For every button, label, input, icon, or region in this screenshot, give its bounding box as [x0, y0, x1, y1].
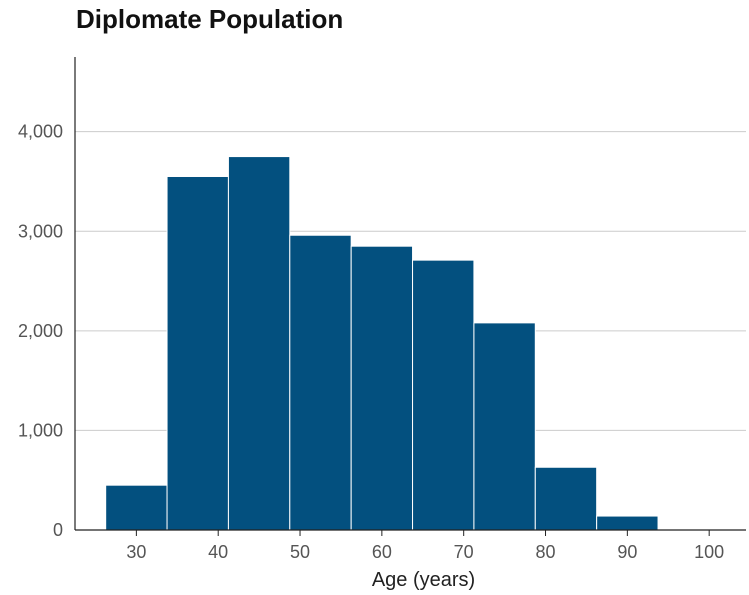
y-tick-label-2: 2,000: [18, 321, 63, 341]
x-tick-label-1: 40: [208, 542, 228, 562]
axes: [74, 57, 746, 536]
x-tick-label-5: 80: [536, 542, 556, 562]
histogram-bar-6: [473, 322, 536, 531]
y-tick-label-0: 0: [53, 520, 63, 540]
x-tick-label-0: 30: [126, 542, 146, 562]
x-tick-label-3: 60: [372, 542, 392, 562]
y-tick-label-3: 3,000: [18, 221, 63, 241]
x-axis-label: Age (years): [372, 569, 475, 591]
histogram-bar-1: [166, 175, 229, 531]
y-tick-label-4: 4,000: [18, 122, 63, 142]
y-tick-label-1: 1,000: [18, 420, 63, 440]
histogram-bar-5: [412, 259, 475, 531]
tick-labels: 0 1,000 2,000 3,000 4,000 30 40 50 60 70 80 90 100: [18, 122, 724, 562]
histogram-bar-4: [350, 245, 414, 531]
histogram-bar-2: [227, 156, 291, 531]
x-tick-label-7: 100: [694, 542, 724, 562]
x-tick-label-2: 50: [290, 542, 310, 562]
x-tick-label-6: 90: [617, 542, 637, 562]
histogram-bar-0: [105, 484, 168, 531]
chart-title: Diplomate Population: [76, 4, 344, 34]
histogram-bar-7: [534, 466, 598, 531]
x-tick-label-4: 70: [454, 542, 474, 562]
histogram-bar-3: [289, 234, 352, 531]
histogram-bar-8: [596, 515, 659, 531]
histogram-bars: [105, 156, 659, 531]
